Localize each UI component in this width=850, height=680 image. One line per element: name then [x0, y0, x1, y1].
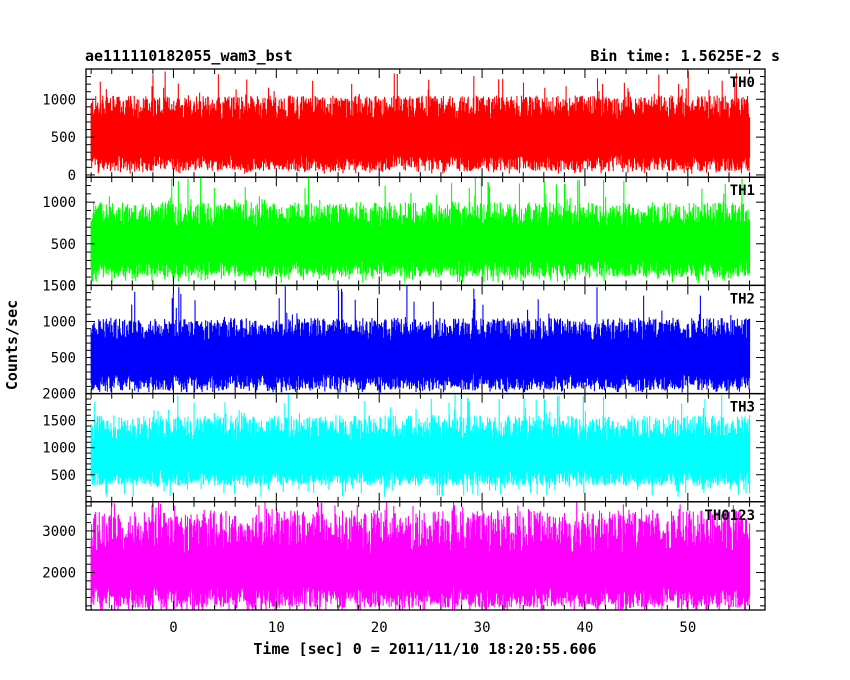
y-tick-label: 1000 [42, 441, 76, 457]
panel-label: TH1 [730, 183, 755, 199]
y-tick-label: 1500 [42, 414, 76, 430]
panels-group: 0 500 1000 TH0 0 500 1000 TH1 500 1000 1500 TH2 500 1… [42, 68, 766, 611]
x-tick-label: 20 [371, 620, 388, 636]
x-axis-label: Time [sec] 0 = 2011/11/10 18:20:55.606 [253, 640, 596, 658]
y-tick-label: 500 [51, 468, 76, 484]
y-tick-label: 2000 [42, 387, 76, 403]
x-tick-label: 40 [577, 620, 594, 636]
chart-title: ae111110182055_wam3_bst [85, 47, 293, 65]
y-tick-label: 1500 [42, 278, 76, 294]
series-th0 [90, 71, 751, 174]
y-tick-label: 1000 [42, 314, 76, 330]
panel-label: TH0123 [704, 508, 755, 524]
panel-label: TH3 [730, 400, 755, 416]
panel-th0123: 2000 3000 TH0123 [42, 501, 766, 611]
series-th3 [90, 394, 751, 497]
y-tick-label: 500 [51, 237, 76, 253]
panel-th1: 0 500 1000 TH1 [42, 176, 766, 294]
y-tick-label: 1000 [42, 92, 76, 108]
y-tick-label: 3000 [42, 524, 76, 540]
series-th0123 [90, 501, 751, 610]
x-tick-label: 30 [474, 620, 491, 636]
y-tick-label: 2000 [42, 566, 76, 582]
y-tick-label: 500 [51, 130, 76, 146]
y-tick-label: 0 [68, 168, 76, 184]
x-tick-label: 0 [169, 620, 177, 636]
bin-time-label: Bin time: 1.5625E-2 s [590, 47, 780, 65]
panel-th3: 500 1000 1500 2000 TH3 [42, 387, 766, 503]
panel-th2: 500 1000 1500 TH2 [42, 278, 766, 395]
panel-label: TH0 [730, 75, 755, 91]
panel-label: TH2 [730, 291, 755, 307]
x-tick-label: 50 [679, 620, 696, 636]
x-tick-label: 10 [268, 620, 285, 636]
y-tick-label: 0 [68, 278, 76, 294]
y-tick-label: 500 [51, 351, 76, 367]
panel-th0: 0 500 1000 TH0 [42, 68, 766, 184]
x-tick-labels: 0 10 20 30 40 50 [169, 620, 696, 636]
y-tick-label: 1000 [42, 195, 76, 211]
y-axis-label: Counts/sec [3, 300, 21, 390]
series-th2 [90, 285, 751, 393]
series-th1 [90, 177, 751, 283]
